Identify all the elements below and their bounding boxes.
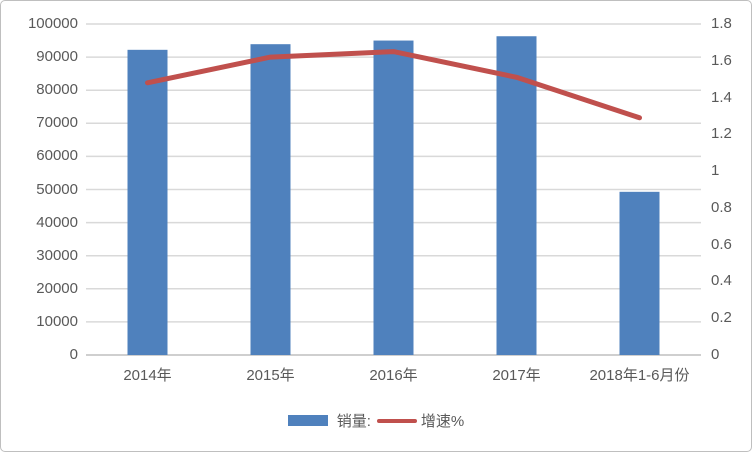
right-axis-tick: 0	[711, 346, 720, 363]
growth-rate-line	[145, 49, 642, 121]
left-axis-tick: 10000	[36, 312, 78, 330]
right-axis-tick: 1.8	[711, 15, 732, 32]
x-axis-label-2015年: 2015年	[246, 367, 295, 384]
x-axis-label-2017年: 2017年	[492, 367, 541, 384]
right-axis-tick: 1	[711, 162, 720, 180]
right-axis-tick: 1.6	[711, 51, 732, 69]
x-axis-label-2016年: 2016年	[369, 367, 418, 384]
left-axis-tick: 50000	[36, 180, 78, 198]
right-axis-tick: 1.4	[711, 88, 732, 106]
bar-2017年	[496, 36, 537, 355]
left-axis-tick: 70000	[36, 114, 78, 132]
right-axis-tick: 0.6	[711, 235, 732, 253]
legend-item-growth: 增速%	[371, 410, 464, 431]
line-series-label: 增速%	[420, 413, 465, 430]
right-axis-tick: 1.2	[711, 125, 732, 143]
bar-series-swatch-icon	[287, 415, 328, 426]
right-axis-tick: 0.2	[711, 309, 732, 327]
bar-2018年1-6月份	[619, 191, 660, 355]
left-axis-tick: 100000	[27, 15, 78, 32]
x-axis-label-2018年1-6月份: 2018年1-6月份	[589, 367, 690, 384]
legend: 销量: 增速%	[1, 410, 751, 431]
left-axis-tick: 90000	[36, 48, 78, 66]
left-axis-tick: 0	[69, 346, 78, 363]
left-axis-tick: 40000	[36, 213, 78, 231]
bar-2015年	[250, 44, 291, 355]
legend-item-sales: 销量:	[287, 410, 371, 431]
line-series-swatch-icon	[376, 418, 417, 423]
left-axis-tick: 30000	[36, 246, 78, 264]
left-axis-tick: 80000	[36, 81, 78, 99]
x-axis-label-2014年: 2014年	[123, 367, 172, 384]
left-axis-tick: 60000	[36, 147, 78, 165]
bar-series-label: 销量:	[336, 413, 371, 430]
bar-2016年	[373, 40, 414, 356]
left-axis-tick: 20000	[36, 279, 78, 297]
right-axis-tick: 0.8	[711, 198, 732, 216]
bar-2014年	[127, 49, 168, 356]
right-axis-tick: 0.4	[711, 272, 732, 290]
